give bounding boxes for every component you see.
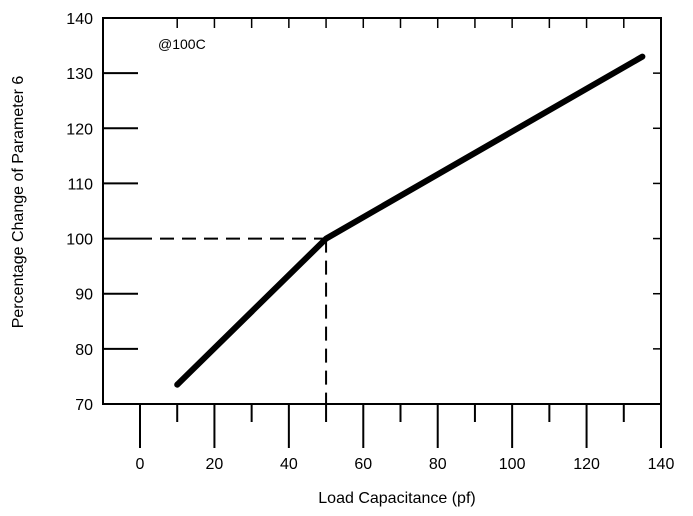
y-tick-label: 110: [67, 176, 93, 193]
chart-annotation: @100C: [158, 36, 206, 52]
x-tick-label: 120: [573, 456, 600, 473]
x-tick-label: 20: [206, 456, 224, 473]
y-tick-label: 100: [66, 232, 93, 249]
plot-frame: [102, 17, 662, 405]
x-tick-labels: 0 20 40 60 80 100 120 140: [136, 456, 675, 473]
reference-lines: [138, 237, 328, 404]
y-tick-label: 130: [66, 66, 93, 83]
series-line-0: [174, 53, 646, 388]
y-tick-label: 90: [75, 287, 93, 304]
y-axis-label: Percentage Change of Parameter 6: [10, 76, 27, 329]
y-tick-label: 140: [66, 11, 93, 28]
x-axis-label: Load Capacitance (pf): [318, 490, 475, 507]
x-tick-label: 0: [136, 456, 145, 473]
series-group: [174, 53, 646, 388]
y-tick-label: 120: [66, 121, 93, 138]
x-tick-label: 140: [648, 456, 675, 473]
y-minor-ticks: [103, 17, 661, 405]
plot-frame-group: [102, 17, 662, 405]
y-tick-label: 80: [75, 342, 93, 359]
y-tick-label: 70: [75, 397, 93, 414]
x-minor-ticks: [139, 18, 662, 448]
x-tick-label: 40: [280, 456, 298, 473]
y-tick-labels: 70 80 90 100 110 120 130 140: [66, 11, 93, 414]
x-tick-label: 80: [429, 456, 447, 473]
x-tick-label: 60: [354, 456, 372, 473]
x-tick-label: 100: [499, 456, 526, 473]
